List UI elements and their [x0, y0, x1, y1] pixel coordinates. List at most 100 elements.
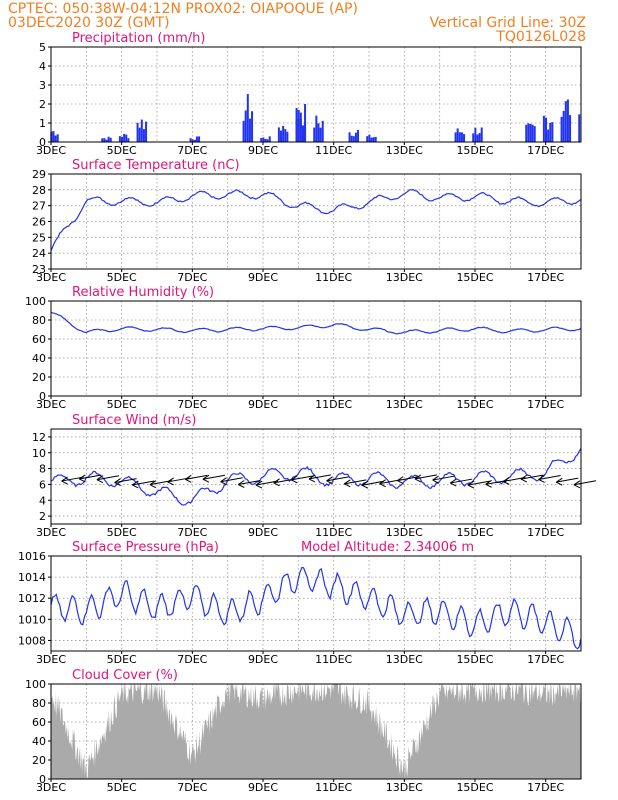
wind-barb-head	[237, 480, 245, 488]
precip-bar	[545, 117, 548, 142]
wind-barb-head	[78, 474, 86, 483]
wind-barb	[538, 474, 561, 480]
x-tick-label: 5DEC	[107, 271, 137, 284]
precip-bar	[145, 121, 148, 142]
panel-frame	[50, 555, 582, 652]
y-tick-label: 5	[39, 41, 46, 54]
y-tick-label: 25	[32, 231, 46, 244]
precip-bar	[121, 136, 124, 142]
precip-bar	[280, 130, 283, 142]
series-line	[50, 188, 582, 252]
y-tick-label: 1014	[18, 571, 46, 584]
y-tick-label: 24	[32, 247, 46, 260]
wind-barb	[202, 474, 226, 480]
precip-bar	[319, 127, 322, 142]
wind-barb	[291, 475, 314, 481]
precip-bar	[189, 138, 192, 142]
panel-0: 0 1 2 3 4 5 3DEC 5DEC 7DEC 9DEC 11DEC 13DEC 15DEC 17D…	[36, 31, 582, 157]
wind-barb	[361, 480, 385, 486]
series-line	[50, 311, 582, 335]
model-altitude-annotation: Model Altitude: 2.34006 m	[301, 540, 474, 555]
precip-bar	[372, 137, 375, 142]
precip-bar	[198, 136, 201, 142]
precip-bar	[547, 129, 550, 142]
panel-title: Surface Pressure (hPa)	[72, 540, 219, 555]
x-tick-label: 15DEC	[456, 653, 493, 666]
precip-bar	[476, 134, 479, 142]
y-tick-label: 3	[39, 79, 46, 92]
wind-barb-head	[502, 477, 510, 485]
wind-barb-head	[326, 476, 333, 485]
precip-bar	[286, 131, 289, 142]
wind-barb-head	[273, 478, 280, 487]
precip-bar	[195, 136, 198, 142]
panel-2: 0 20 40 60 80 100 3DEC 5DEC 7DEC 9DEC 11DEC 13DEC 15…	[25, 285, 582, 411]
y-tick-label: 60	[32, 716, 46, 729]
x-tick-label: 13DEC	[386, 144, 423, 157]
precip-bar	[140, 119, 143, 142]
precip-bar	[301, 125, 304, 142]
precip-bar	[542, 115, 545, 142]
precip-bar	[357, 129, 360, 142]
precip-bar	[317, 123, 320, 142]
precip-bar	[242, 120, 245, 142]
wind-barb-head	[114, 478, 121, 487]
x-tick-label: 3DEC	[36, 653, 66, 666]
x-tick-label: 17DEC	[527, 781, 564, 794]
x-tick-label: 11DEC	[315, 144, 352, 157]
wind-barb-head	[555, 477, 563, 486]
y-tick-label: 26	[32, 216, 46, 229]
x-tick-label: 9DEC	[248, 144, 278, 157]
panel-frame	[50, 300, 582, 397]
wind-barb	[255, 480, 279, 486]
precip-bar	[136, 122, 139, 142]
wind-barb-head	[202, 474, 210, 483]
y-tick-label: 1010	[18, 613, 46, 626]
y-tick-label: 12	[32, 431, 46, 444]
wind-barb-head	[167, 477, 174, 486]
series-line	[50, 566, 582, 650]
y-tick-label: 80	[32, 314, 46, 327]
y-tick-label: 20	[32, 371, 46, 384]
x-tick-label: 13DEC	[386, 526, 423, 539]
precip-bar	[304, 123, 307, 142]
y-tick-label: 27	[32, 200, 46, 213]
precip-bar	[105, 139, 108, 142]
x-tick-label: 13DEC	[386, 781, 423, 794]
precip-bar	[54, 135, 57, 142]
y-tick-label: 60	[32, 333, 46, 346]
precip-bar	[480, 127, 483, 142]
x-tick-label: 7DEC	[177, 271, 207, 284]
wind-barb-head	[414, 474, 422, 483]
wind-barb	[220, 477, 243, 483]
wind-barb	[308, 474, 332, 480]
x-tick-label: 3DEC	[36, 781, 66, 794]
precip-bar	[193, 139, 196, 142]
x-tick-label: 5DEC	[107, 781, 137, 794]
x-tick-label: 3DEC	[36, 526, 66, 539]
precip-bar	[297, 109, 300, 142]
precip-bar	[107, 136, 110, 142]
precip-bar	[103, 138, 106, 142]
y-tick-label: 8	[39, 463, 46, 476]
precip-bar	[123, 133, 126, 142]
x-tick-label: 17DEC	[527, 653, 564, 666]
wind-barb-head	[449, 478, 457, 487]
wind-barb-head	[220, 477, 227, 486]
precip-bar	[313, 127, 316, 142]
y-tick-label: 1008	[18, 634, 46, 647]
precip-bar	[191, 139, 194, 142]
precip-bar	[458, 132, 461, 142]
header-grid-line: Vertical Grid Line: 30Z	[429, 15, 586, 31]
x-tick-label: 17DEC	[527, 271, 564, 284]
precip-bar	[299, 112, 302, 142]
precip-bar	[348, 132, 351, 142]
precip-bar	[142, 129, 145, 142]
wind-barb-head	[290, 475, 298, 484]
precip-bar	[262, 137, 265, 142]
wind-barb-head	[361, 480, 369, 489]
y-tick-label: 4	[39, 494, 46, 507]
x-tick-label: 15DEC	[456, 398, 493, 411]
wind-barb	[556, 477, 579, 483]
y-tick-label: 0	[39, 773, 46, 786]
